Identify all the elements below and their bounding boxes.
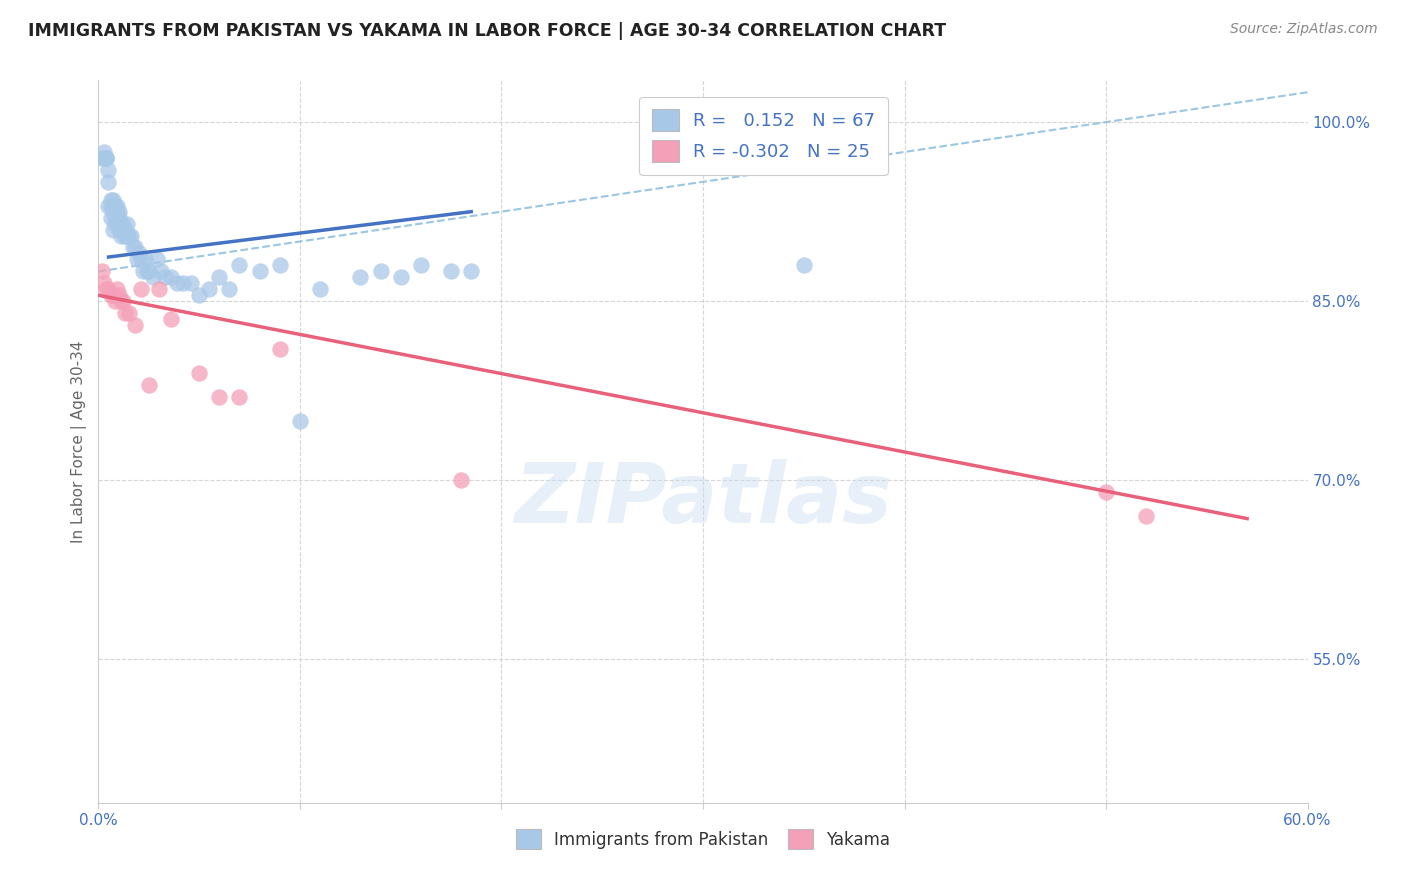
Point [91, 151, 114, 165]
Point [138, 377, 160, 392]
Point [149, 264, 172, 278]
Point [148, 282, 170, 296]
Point [129, 252, 152, 267]
Point [450, 474, 472, 488]
Point [118, 306, 141, 320]
Point [96, 151, 118, 165]
Point [97, 175, 120, 189]
Point [198, 282, 221, 296]
Point [103, 217, 125, 231]
Point [120, 228, 142, 243]
Point [129, 282, 152, 296]
Point [101, 222, 124, 236]
Point [138, 264, 160, 278]
Point [101, 193, 124, 207]
Point [100, 211, 122, 225]
Point [96, 151, 118, 165]
Point [103, 199, 125, 213]
Point [96, 151, 118, 165]
Point [110, 217, 132, 231]
Point [160, 270, 183, 285]
Point [208, 390, 231, 404]
Point [91, 264, 114, 278]
Text: Source: ZipAtlas.com: Source: ZipAtlas.com [1230, 22, 1378, 37]
Point [97, 199, 120, 213]
Point [100, 199, 122, 213]
Point [132, 264, 155, 278]
Point [166, 277, 188, 291]
Point [309, 282, 332, 296]
Point [135, 264, 157, 278]
Point [97, 162, 120, 177]
Point [1095, 485, 1118, 500]
Point [97, 282, 120, 296]
Point [103, 211, 125, 225]
Point [146, 252, 169, 267]
Point [288, 414, 311, 428]
Point [188, 288, 211, 302]
Point [111, 222, 134, 236]
Text: IMMIGRANTS FROM PAKISTAN VS YAKAMA IN LABOR FORCE | AGE 30-34 CORRELATION CHART: IMMIGRANTS FROM PAKISTAN VS YAKAMA IN LA… [28, 22, 946, 40]
Point [228, 390, 250, 404]
Legend: Immigrants from Pakistan, Yakama: Immigrants from Pakistan, Yakama [509, 822, 897, 856]
Point [114, 222, 136, 236]
Point [115, 217, 138, 231]
Point [114, 228, 136, 243]
Point [111, 217, 134, 231]
Point [105, 282, 128, 296]
Point [142, 270, 165, 285]
Point [101, 288, 124, 302]
Point [349, 270, 371, 285]
Point [107, 222, 129, 236]
Point [124, 240, 146, 254]
Point [188, 366, 211, 380]
Y-axis label: In Labor Force | Age 30-34: In Labor Force | Age 30-34 [72, 340, 87, 543]
Point [218, 282, 240, 296]
Point [115, 228, 138, 243]
Point [111, 294, 134, 309]
Point [172, 277, 194, 291]
Point [93, 151, 115, 165]
Point [100, 193, 122, 207]
Point [101, 204, 124, 219]
Point [1135, 509, 1157, 524]
Point [793, 259, 815, 273]
Point [208, 270, 231, 285]
Point [107, 211, 129, 225]
Point [124, 318, 146, 332]
Point [105, 199, 128, 213]
Text: ZIPatlas: ZIPatlas [515, 458, 891, 540]
Point [160, 312, 183, 326]
Point [107, 204, 129, 219]
Point [269, 259, 291, 273]
Point [118, 228, 141, 243]
Point [249, 264, 271, 278]
Point [100, 288, 122, 302]
Point [440, 264, 463, 278]
Point [460, 264, 482, 278]
Point [103, 294, 125, 309]
Point [105, 204, 128, 219]
Point [409, 259, 432, 273]
Point [269, 342, 291, 356]
Point [107, 288, 129, 302]
Point [125, 252, 148, 267]
Point [105, 211, 128, 225]
Point [110, 228, 132, 243]
Point [128, 246, 150, 260]
Point [180, 277, 202, 291]
Point [93, 145, 115, 159]
Point [96, 282, 118, 296]
Point [370, 264, 392, 278]
Point [114, 306, 136, 320]
Point [389, 270, 412, 285]
Point [134, 252, 156, 267]
Point [121, 240, 143, 254]
Point [110, 294, 132, 309]
Point [228, 259, 250, 273]
Point [153, 270, 176, 285]
Point [93, 277, 115, 291]
